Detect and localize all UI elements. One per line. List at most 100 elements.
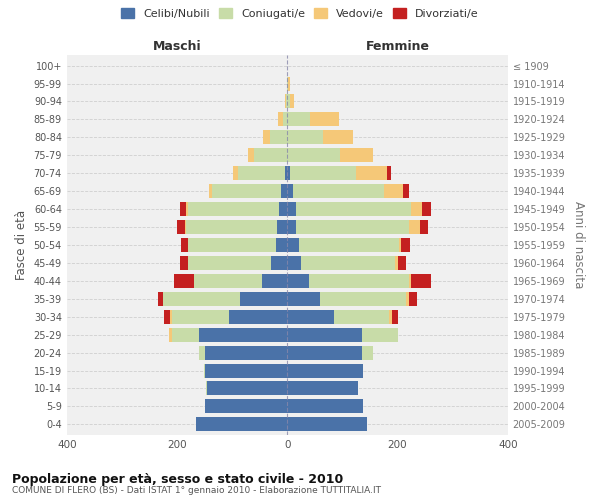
Bar bbox=[172, 328, 199, 342]
Bar bbox=[293, 184, 384, 198]
Text: Popolazione per età, sesso e stato civile - 2010: Popolazione per età, sesso e stato civil… bbox=[12, 472, 343, 486]
Bar bbox=[180, 202, 187, 216]
Bar bbox=[208, 382, 287, 396]
Bar bbox=[398, 238, 401, 252]
Bar bbox=[287, 382, 358, 396]
Bar bbox=[286, 94, 287, 108]
Bar bbox=[287, 346, 362, 360]
Bar bbox=[203, 364, 205, 378]
Bar bbox=[187, 202, 188, 216]
Bar bbox=[287, 274, 310, 288]
Bar bbox=[296, 220, 409, 234]
Bar bbox=[392, 310, 398, 324]
Bar bbox=[172, 310, 229, 324]
Bar bbox=[287, 310, 334, 324]
Bar bbox=[188, 256, 271, 270]
Bar bbox=[212, 184, 281, 198]
Bar bbox=[287, 364, 364, 378]
Bar bbox=[287, 292, 320, 306]
Bar bbox=[320, 292, 406, 306]
Bar bbox=[287, 220, 296, 234]
Bar bbox=[409, 292, 417, 306]
Bar bbox=[287, 202, 296, 216]
Bar bbox=[395, 256, 398, 270]
Bar bbox=[362, 346, 373, 360]
Bar bbox=[276, 238, 287, 252]
Bar bbox=[398, 256, 406, 270]
Bar bbox=[180, 256, 188, 270]
Bar bbox=[199, 328, 287, 342]
Bar bbox=[196, 418, 287, 432]
Bar bbox=[301, 256, 395, 270]
Bar bbox=[254, 148, 287, 162]
Bar bbox=[284, 94, 286, 108]
Bar bbox=[287, 112, 310, 126]
Text: Femmine: Femmine bbox=[365, 40, 430, 53]
Y-axis label: Fasce di età: Fasce di età bbox=[15, 210, 28, 280]
Bar bbox=[281, 184, 287, 198]
Bar bbox=[164, 310, 170, 324]
Bar bbox=[310, 112, 339, 126]
Bar bbox=[206, 382, 208, 396]
Bar bbox=[284, 166, 287, 180]
Bar bbox=[187, 220, 277, 234]
Bar bbox=[174, 274, 194, 288]
Bar bbox=[412, 274, 431, 288]
Bar bbox=[299, 238, 398, 252]
Text: Maschi: Maschi bbox=[153, 40, 202, 53]
Bar bbox=[310, 274, 409, 288]
Bar bbox=[287, 148, 340, 162]
Bar bbox=[287, 238, 299, 252]
Bar bbox=[205, 346, 287, 360]
Bar bbox=[287, 166, 290, 180]
Bar bbox=[188, 238, 276, 252]
Bar bbox=[356, 166, 386, 180]
Bar bbox=[271, 256, 287, 270]
Bar bbox=[384, 184, 403, 198]
Bar bbox=[412, 202, 422, 216]
Bar bbox=[290, 94, 295, 108]
Bar bbox=[287, 400, 364, 413]
Bar bbox=[229, 310, 287, 324]
Bar bbox=[262, 274, 287, 288]
Bar bbox=[158, 292, 163, 306]
Bar bbox=[340, 148, 373, 162]
Bar bbox=[194, 274, 262, 288]
Bar bbox=[263, 130, 269, 144]
Bar bbox=[287, 184, 293, 198]
Bar bbox=[287, 256, 301, 270]
Bar bbox=[181, 238, 188, 252]
Bar bbox=[419, 220, 428, 234]
Bar bbox=[205, 400, 287, 413]
Bar bbox=[205, 364, 287, 378]
Bar bbox=[287, 76, 289, 90]
Bar bbox=[185, 220, 187, 234]
Y-axis label: Anni di nascita: Anni di nascita bbox=[572, 202, 585, 288]
Bar bbox=[177, 220, 185, 234]
Bar bbox=[389, 310, 392, 324]
Bar bbox=[406, 292, 409, 306]
Bar bbox=[277, 220, 287, 234]
Bar bbox=[279, 202, 287, 216]
Bar bbox=[386, 166, 391, 180]
Bar bbox=[209, 184, 212, 198]
Bar bbox=[241, 292, 287, 306]
Bar bbox=[334, 310, 389, 324]
Bar bbox=[248, 148, 254, 162]
Bar bbox=[233, 166, 238, 180]
Bar bbox=[409, 274, 412, 288]
Bar bbox=[403, 184, 409, 198]
Bar bbox=[170, 310, 172, 324]
Bar bbox=[199, 346, 205, 360]
Bar bbox=[287, 418, 367, 432]
Bar bbox=[409, 220, 419, 234]
Bar bbox=[283, 112, 287, 126]
Bar bbox=[296, 202, 412, 216]
Bar bbox=[278, 112, 283, 126]
Bar bbox=[401, 238, 410, 252]
Bar bbox=[163, 292, 241, 306]
Bar bbox=[362, 328, 398, 342]
Text: COMUNE DI FLERO (BS) - Dati ISTAT 1° gennaio 2010 - Elaborazione TUTTITALIA.IT: COMUNE DI FLERO (BS) - Dati ISTAT 1° gen… bbox=[12, 486, 381, 495]
Bar bbox=[287, 94, 290, 108]
Bar bbox=[290, 166, 356, 180]
